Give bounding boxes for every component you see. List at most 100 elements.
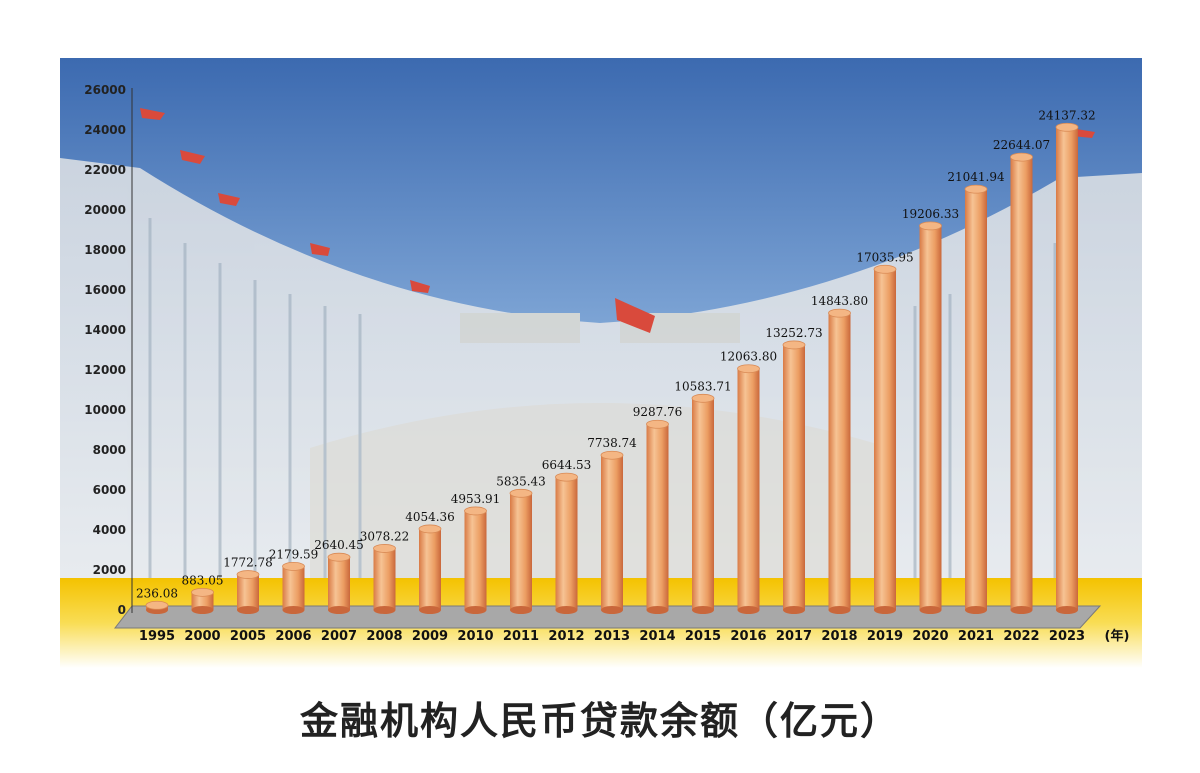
bar-cap — [327, 552, 351, 562]
bar — [510, 493, 532, 610]
y-tick-label: 6000 — [93, 483, 126, 497]
y-axis-ticks: 0 2000 4000 6000 8000 10000 12000 14000 16000 180… — [84, 83, 126, 617]
x-tick-label: 1995 — [139, 629, 175, 644]
bar — [464, 510, 487, 610]
bar-cap — [600, 450, 624, 460]
x-tick-label: 2008 — [366, 629, 402, 644]
bar — [328, 557, 350, 610]
bar-cap — [282, 562, 305, 571]
bar — [555, 477, 578, 610]
y-tick-label: 24000 — [84, 123, 126, 137]
x-tick-label: 2013 — [594, 629, 630, 644]
x-tick-label: 2016 — [730, 629, 766, 644]
y-tick-label: 12000 — [84, 363, 126, 377]
bar-base — [419, 606, 441, 614]
data-label: 5835.43 — [496, 474, 546, 488]
bar — [601, 455, 623, 610]
bar-cap — [373, 544, 396, 553]
x-axis-ticks: 1995 2000 2005 2006 2007 2008 2009 2010 2011 2012… — [139, 629, 1085, 644]
y-tick-label: 26000 — [84, 83, 126, 97]
bar — [373, 548, 396, 610]
data-label: 4054.36 — [405, 510, 455, 524]
y-tick-label: 4000 — [93, 523, 126, 537]
bar-base — [373, 606, 396, 614]
bar-base — [646, 606, 669, 614]
bar — [1010, 157, 1033, 610]
x-tick-label: 2021 — [958, 629, 994, 644]
bar-base — [555, 606, 578, 614]
bar-cap — [828, 308, 851, 318]
data-label: 1772.78 — [223, 556, 273, 570]
x-tick-label: 2015 — [685, 629, 721, 644]
x-tick-label: 2000 — [184, 629, 220, 644]
data-label: 24137.32 — [1038, 108, 1095, 122]
bar-base — [965, 606, 987, 614]
data-labels: 236.08 883.05 1772.782179.592640.453078.22… — [136, 108, 1096, 600]
data-label: 10583.71 — [674, 379, 731, 393]
bars — [145, 122, 1079, 614]
bar-base — [464, 606, 487, 614]
bar-cap — [555, 472, 578, 482]
data-label: 14843.80 — [811, 294, 868, 308]
bar-base — [783, 606, 805, 614]
bar-base — [828, 606, 851, 614]
y-tick-label: 2000 — [93, 563, 126, 577]
x-tick-label: 2012 — [548, 629, 584, 644]
data-label: 883.05 — [182, 573, 224, 587]
bar-base — [601, 606, 623, 614]
data-label: 2640.45 — [314, 538, 364, 552]
bar — [874, 269, 896, 610]
bar-cap — [737, 364, 760, 374]
x-tick-label: 2023 — [1049, 629, 1085, 644]
x-axis-unit: (年) — [1105, 628, 1130, 644]
bar — [646, 424, 669, 610]
bar-cap — [418, 524, 442, 534]
chart-title: 金融机构人民币贷款余额（亿元） — [299, 699, 900, 743]
bar-cap — [873, 264, 897, 274]
bar — [919, 225, 942, 610]
bar-cap — [509, 488, 533, 498]
bar-cap — [782, 340, 806, 350]
bar-base — [1056, 606, 1078, 614]
bar-cap — [691, 393, 715, 403]
bar — [419, 528, 441, 610]
bar-cap — [1055, 122, 1079, 132]
x-tick-label: 2011 — [503, 629, 539, 644]
bar-cap — [236, 570, 260, 579]
data-label: 19206.33 — [902, 207, 959, 221]
chart-panel: 0 2000 4000 6000 8000 10000 12000 14000 16000 180… — [60, 58, 1142, 668]
bar — [737, 368, 760, 610]
bar-cap — [919, 221, 942, 231]
bar-base — [692, 606, 714, 614]
bar — [1056, 127, 1078, 610]
x-tick-label: 2018 — [821, 629, 857, 644]
x-tick-label: 2017 — [776, 629, 812, 644]
bar-base — [1010, 606, 1033, 614]
data-label: 6644.53 — [542, 458, 592, 472]
data-label: 3078.22 — [360, 529, 410, 543]
x-tick-label: 2020 — [912, 629, 948, 644]
data-label: 4953.91 — [451, 492, 501, 506]
x-tick-label: 2006 — [275, 629, 311, 644]
y-tick-label: 8000 — [93, 443, 126, 457]
bar — [783, 344, 805, 610]
data-label: 22644.07 — [993, 138, 1050, 152]
bar — [191, 592, 214, 610]
x-tick-label: 2010 — [457, 629, 493, 644]
bar-cap — [191, 587, 214, 597]
bar-base — [328, 606, 350, 614]
bar-cap — [145, 600, 169, 610]
y-tick-label: 10000 — [84, 403, 126, 417]
y-tick-label: 18000 — [84, 243, 126, 257]
y-tick-label: 16000 — [84, 283, 126, 297]
y-tick-label: 22000 — [84, 163, 126, 177]
bar-base — [737, 606, 760, 614]
y-tick-label: 20000 — [84, 203, 126, 217]
x-tick-label: 2007 — [321, 629, 357, 644]
data-label: 7738.74 — [587, 436, 637, 450]
bar-base — [919, 606, 942, 614]
x-tick-label: 2019 — [867, 629, 903, 644]
bar-base — [282, 606, 305, 614]
bar — [237, 574, 259, 610]
bar-base — [237, 606, 259, 614]
